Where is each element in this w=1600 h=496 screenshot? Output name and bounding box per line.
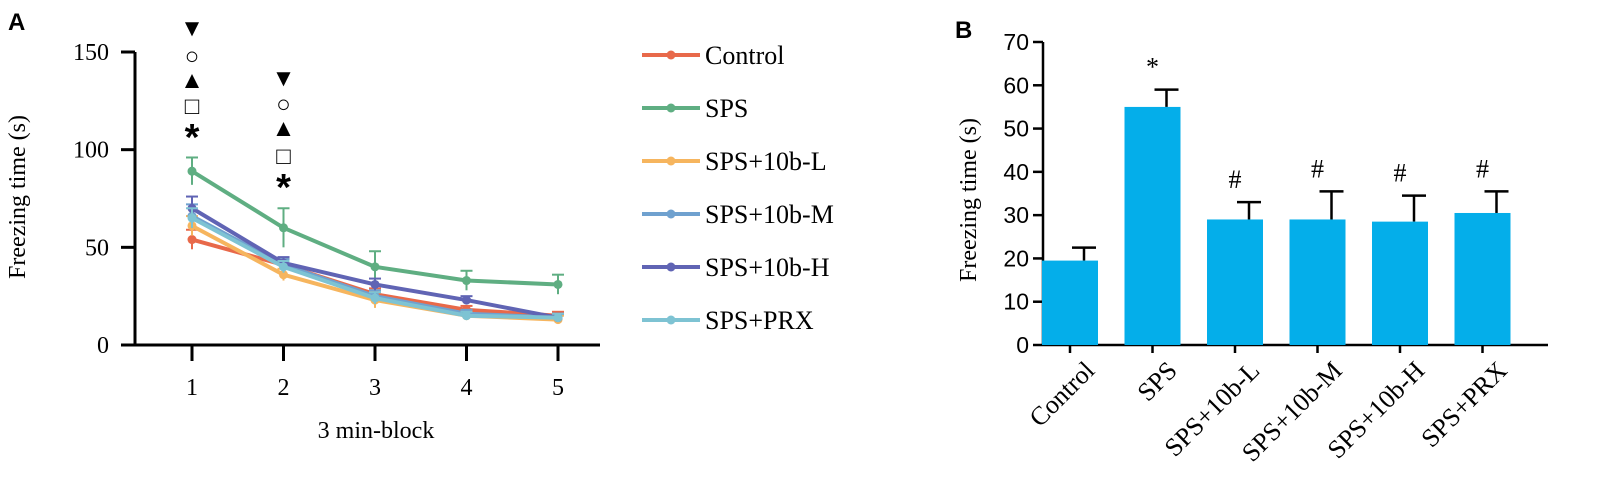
line-legend-marker — [666, 209, 676, 219]
bar — [1124, 106, 1181, 345]
line-legend-marker — [666, 103, 676, 113]
bar-y-tick-label: 50 — [1003, 116, 1029, 142]
bar — [1454, 212, 1511, 345]
line-legend-item: SPS+10b-H — [642, 253, 830, 282]
line-y-tick-label: 50 — [85, 235, 109, 261]
line-y-tick-label: 0 — [97, 333, 109, 359]
line-legend-item: SPS — [642, 94, 748, 123]
line-legend-label: SPS+10b-L — [705, 147, 827, 176]
line-point — [279, 262, 288, 272]
panel-a-label: A — [8, 9, 25, 36]
bar-y-tick-label: 40 — [1003, 159, 1029, 185]
bar — [1289, 219, 1346, 345]
line-point — [279, 270, 288, 280]
line-significance-marker: * — [276, 167, 291, 209]
line-significance-marker: ▲ — [272, 115, 296, 142]
line-y-tick-label: 150 — [73, 40, 109, 66]
line-legend-label: SPS+10b-M — [705, 200, 834, 229]
line-series — [186, 156, 564, 295]
line-series — [186, 207, 564, 323]
line-x-tick-label: 3 — [369, 375, 381, 401]
bar-y-tick-label: 30 — [1003, 202, 1029, 228]
line-legend-item: SPS+10b-L — [642, 147, 827, 176]
line-legend-label: Control — [705, 41, 784, 70]
line-legend-item: SPS+10b-M — [642, 200, 834, 229]
line-x-tick-label: 5 — [552, 375, 564, 401]
bar-y-tick-label: 0 — [1016, 332, 1029, 358]
line-significance-marker: □ — [276, 143, 291, 170]
line-significance-marker: ▲ — [180, 67, 204, 94]
line-x-tick-label: 2 — [278, 375, 290, 401]
line-y-axis: 0 50 100 150 — [73, 40, 137, 359]
line-legend-label: SPS+PRX — [705, 306, 814, 335]
line-point — [553, 279, 563, 289]
bar-y-tick-label: 10 — [1003, 289, 1029, 315]
line-chart: 0 50 100 150 1 2 3 4 5 Freezing time (s) 3 min-… — [5, 15, 834, 444]
line-legend-marker — [666, 156, 676, 166]
line-legend-label: SPS — [705, 94, 748, 123]
bar-y-axis-label: Freezing time (s) — [956, 118, 982, 282]
bar-significance-marker: # — [1476, 154, 1489, 183]
bar-y-tick-label: 70 — [1003, 29, 1029, 55]
line-significance-marker: ▼ — [272, 65, 296, 92]
line-legend-marker — [666, 315, 676, 325]
line-significance-marker: * — [185, 117, 200, 159]
line-point — [187, 166, 197, 176]
line-legend-item: SPS+PRX — [642, 306, 814, 335]
line-x-tick-label: 1 — [186, 375, 198, 401]
line-y-tick-label: 100 — [73, 138, 109, 164]
line-legend-marker — [666, 50, 676, 60]
bar-y-tick-label: 60 — [1003, 72, 1029, 98]
bar-chart: 0 10 20 30 40 50 60 70 Freezing time (s) Contro… — [956, 29, 1548, 467]
bar-y-tick-label: 20 — [1003, 245, 1029, 271]
line-significance-markers: ▼○▲□*▼○▲□* — [180, 15, 295, 209]
bar-significance-marker: * — [1146, 53, 1159, 82]
line-significance-marker: ▼ — [180, 15, 204, 42]
bar-significance-marker: # — [1311, 154, 1324, 183]
line-y-axis-label: Freezing time (s) — [5, 115, 31, 279]
line-point — [370, 262, 380, 272]
panel-b-label: B — [955, 17, 972, 44]
line-legend-label: SPS+10b-H — [705, 253, 830, 282]
line-point — [462, 295, 471, 305]
line-point — [370, 279, 380, 289]
line-point — [553, 313, 563, 323]
line-significance-marker: ○ — [185, 43, 200, 70]
line-significance-marker: □ — [185, 93, 200, 120]
line-series-group — [186, 156, 564, 325]
bar-y-axis: 0 10 20 30 40 50 60 70 — [1003, 29, 1045, 358]
line-point — [370, 293, 380, 303]
bar-x-tick-label: SPS — [1132, 356, 1183, 407]
bar-significance-marker: # — [1229, 165, 1242, 194]
line-legend-item: Control — [642, 41, 784, 70]
bar-significance-marker: # — [1394, 159, 1407, 188]
line-x-axis-label: 3 min-block — [318, 418, 435, 444]
line-legend-marker — [666, 262, 676, 272]
line-point — [279, 223, 288, 233]
line-x-axis: 1 2 3 4 5 — [135, 343, 600, 401]
line-point — [462, 311, 471, 321]
bar-x-tick-label: Control — [1024, 356, 1101, 433]
line-legend: Control SPS SPS+10b-L SPS+10b-M SPS+10b-H SPS… — [642, 41, 834, 335]
line-significance-marker: ○ — [276, 91, 291, 118]
line-point — [187, 235, 197, 245]
bar-group: Control*SPS#SPS+10b-L#SPS+10b-M#SPS+10b-… — [1024, 53, 1513, 468]
bar — [1372, 221, 1428, 345]
line-point — [187, 213, 197, 223]
bar-x-tick-label: SPS+PRX — [1415, 356, 1512, 453]
line-point — [462, 276, 471, 286]
line-x-tick-label: 4 — [461, 375, 473, 401]
bar — [1207, 219, 1263, 345]
bar — [1042, 260, 1098, 345]
